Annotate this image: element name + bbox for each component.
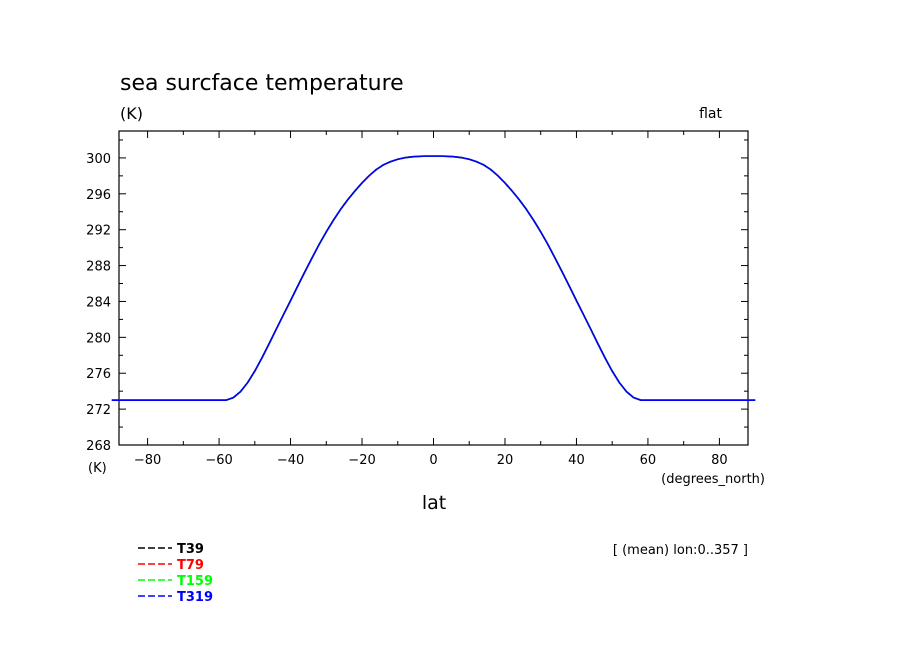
legend-label-t79: T79 (177, 558, 204, 573)
x-tick-label: 60 (640, 453, 657, 468)
y-tick-label: 276 (86, 367, 111, 382)
series-line-t79 (111, 155, 756, 401)
series-line-t319 (111, 155, 756, 401)
y-tick-label: 284 (86, 295, 111, 310)
x-tick-label: 20 (497, 453, 514, 468)
flat-note: flat (699, 106, 722, 122)
series-line-t159 (111, 155, 756, 401)
y-tick-label: 296 (86, 188, 111, 203)
legend-label-t319: T319 (177, 590, 213, 605)
plot-area: −80 −60 −40 −20 0 20 40 60 80 268 272 276 280 284 288 2… (86, 130, 756, 468)
y-tick-label: 280 (86, 331, 111, 346)
x-tick-label: −20 (348, 453, 375, 468)
plot-frame (118, 130, 749, 446)
y-unit-label: (K) (120, 104, 143, 123)
x-tick-label: 80 (711, 453, 728, 468)
mean-note: [ (mean) lon:0..357 ] (613, 543, 748, 558)
x-tick-label: 0 (429, 453, 437, 468)
y-tick-label: 272 (86, 403, 111, 418)
y-tick-label: 292 (86, 224, 111, 239)
bottom-left-unit: (K) (88, 461, 107, 476)
x-tick-label: −80 (134, 453, 161, 468)
x-tick-label: −60 (205, 453, 232, 468)
x-tick-label: 40 (568, 453, 585, 468)
series-line-t39 (111, 155, 756, 401)
y-tick-label: 268 (86, 439, 111, 454)
legend-label-t159: T159 (177, 574, 213, 589)
y-tick-label: 288 (86, 260, 111, 275)
y-tick-label: 300 (86, 152, 111, 167)
legend-label-t39: T39 (177, 542, 204, 557)
x-axis-title: lat (422, 492, 446, 514)
chart-title: sea surcface temperature (120, 71, 404, 96)
x-unit-label: (degrees_north) (661, 472, 765, 487)
x-tick-label: −40 (277, 453, 304, 468)
